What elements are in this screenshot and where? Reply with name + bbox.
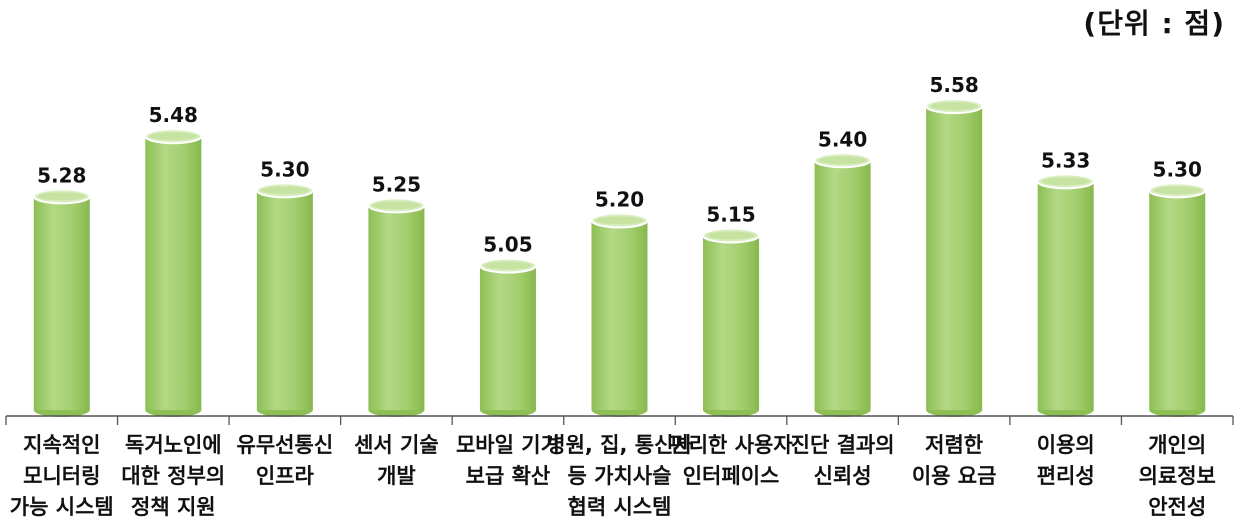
- bar-10: [1036, 173, 1095, 417]
- category-label: 등 가치사슬: [568, 464, 672, 488]
- category-label: 대한 정부의: [121, 464, 225, 488]
- category-label: 지속적인: [23, 433, 100, 457]
- value-label: 5.58: [929, 73, 978, 97]
- category-label: 유무선통신: [237, 433, 334, 457]
- category-label: 센서 기술: [354, 433, 439, 457]
- bar-7: [702, 227, 761, 417]
- value-label: 5.28: [37, 163, 86, 187]
- value-label: 5.20: [595, 187, 644, 211]
- category-label: 신뢰성: [814, 464, 872, 488]
- category-label: 의료정보: [1139, 464, 1216, 488]
- category-label: 개발: [377, 464, 416, 488]
- bar-11: [1148, 182, 1207, 417]
- bar-2: [144, 128, 203, 417]
- bar-1: [32, 188, 91, 417]
- value-label: 5.30: [260, 157, 309, 181]
- category-label: 보급 확산: [466, 464, 551, 488]
- category-label: 병원, 집, 통신사: [546, 433, 693, 457]
- value-label: 5.48: [149, 103, 198, 127]
- value-label: 5.05: [483, 233, 532, 257]
- bar-4: [367, 197, 426, 417]
- category-label: 협력 시스템: [568, 495, 672, 519]
- category-label: 이용의: [1037, 433, 1095, 457]
- category-label: 가능 시스템: [10, 495, 114, 519]
- bar-6: [590, 212, 649, 417]
- category-label: 모니터링: [23, 464, 100, 488]
- category-label: 저렴한: [925, 433, 983, 457]
- value-label: 5.40: [818, 127, 867, 151]
- category-label: 정책 지원: [131, 495, 216, 519]
- bar-9: [925, 98, 984, 417]
- bar-5: [478, 257, 537, 417]
- category-label: 이용 요금: [912, 464, 997, 488]
- unit-label: (단위 : 점): [1083, 7, 1225, 40]
- category-label: 편리한 사용자: [669, 433, 793, 457]
- value-label: 5.15: [706, 202, 755, 226]
- bar-3: [255, 182, 314, 417]
- category-label: 진단 결과의: [791, 433, 895, 457]
- category-label: 인터페이스: [683, 464, 780, 488]
- value-label: 5.25: [372, 172, 421, 196]
- category-label: 모바일 기기: [456, 433, 560, 457]
- value-label: 5.33: [1041, 148, 1090, 172]
- bar-8: [813, 152, 872, 417]
- value-label: 5.30: [1153, 157, 1202, 181]
- category-label: 개인의: [1148, 433, 1206, 457]
- category-label: 편리성: [1037, 464, 1095, 488]
- category-label: 독거노인에: [125, 433, 222, 457]
- category-label: 인프라: [256, 464, 315, 488]
- category-label: 안전성: [1148, 495, 1206, 519]
